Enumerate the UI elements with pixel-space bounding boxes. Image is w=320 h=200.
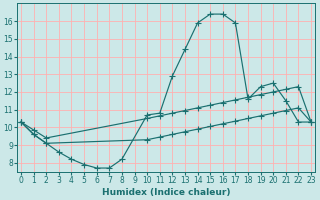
X-axis label: Humidex (Indice chaleur): Humidex (Indice chaleur) — [102, 188, 230, 197]
